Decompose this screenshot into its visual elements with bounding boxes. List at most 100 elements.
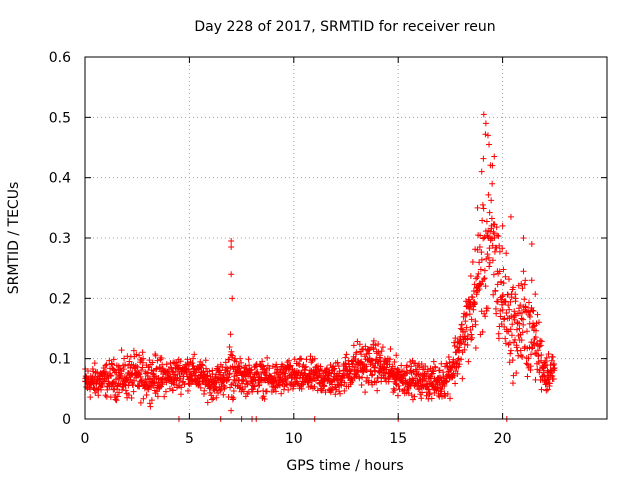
data-point xyxy=(500,266,507,273)
data-point xyxy=(480,276,487,283)
data-point xyxy=(247,373,254,380)
data-point xyxy=(467,326,474,333)
data-point xyxy=(546,380,553,387)
data-point xyxy=(368,372,375,379)
data-point xyxy=(478,249,485,256)
data-point xyxy=(232,355,239,362)
data-point xyxy=(367,358,374,365)
data-point xyxy=(264,354,271,361)
data-point xyxy=(109,361,116,368)
data-point xyxy=(197,384,204,391)
data-point xyxy=(482,131,489,138)
data-point xyxy=(484,132,491,139)
data-point xyxy=(489,162,496,169)
data-point xyxy=(416,364,423,371)
data-point xyxy=(502,273,509,280)
data-point xyxy=(395,382,402,389)
data-point xyxy=(477,232,484,239)
data-point xyxy=(520,321,527,328)
data-point xyxy=(154,357,161,364)
data-point xyxy=(328,387,335,394)
data-point xyxy=(528,304,535,311)
data-point xyxy=(122,361,129,368)
data-point xyxy=(317,363,324,370)
data-point xyxy=(493,224,500,231)
data-point xyxy=(226,344,233,351)
data-point xyxy=(294,380,301,387)
data-point xyxy=(145,376,152,383)
data-point xyxy=(237,355,244,362)
data-point xyxy=(131,377,138,384)
data-point xyxy=(177,358,184,365)
data-point xyxy=(498,279,505,286)
data-point xyxy=(409,396,416,403)
data-point xyxy=(472,246,479,253)
data-point xyxy=(525,355,532,362)
data-point xyxy=(98,386,105,393)
data-point xyxy=(528,277,535,284)
data-point xyxy=(354,338,361,345)
data-point xyxy=(224,365,231,372)
data-point xyxy=(159,381,166,388)
data-point xyxy=(226,371,233,378)
data-point xyxy=(544,386,551,393)
data-point xyxy=(303,356,310,363)
data-point xyxy=(393,352,400,359)
data-point xyxy=(479,201,486,208)
data-point xyxy=(122,387,129,394)
data-point xyxy=(474,273,481,280)
data-point xyxy=(483,256,490,263)
y-tick-label: 0.3 xyxy=(49,231,71,247)
data-point xyxy=(523,328,530,335)
data-point xyxy=(166,385,173,392)
data-point xyxy=(334,359,341,366)
data-point xyxy=(527,351,534,358)
data-point xyxy=(162,388,169,395)
data-point xyxy=(505,302,512,309)
data-point xyxy=(102,362,109,369)
data-point xyxy=(485,254,492,261)
data-point xyxy=(177,391,184,398)
data-point xyxy=(206,368,213,375)
data-point xyxy=(253,370,260,377)
data-point xyxy=(495,233,502,240)
data-point xyxy=(507,298,514,305)
data-point xyxy=(377,352,384,359)
data-point xyxy=(462,318,469,325)
data-point xyxy=(374,375,381,382)
data-point xyxy=(204,372,211,379)
data-point xyxy=(213,394,220,401)
data-point xyxy=(307,353,314,360)
data-point xyxy=(509,380,516,387)
data-point xyxy=(90,384,97,391)
data-point xyxy=(452,335,459,342)
data-point xyxy=(349,377,356,384)
data-point xyxy=(128,371,135,378)
data-point xyxy=(499,245,506,252)
data-point xyxy=(398,362,405,369)
data-point xyxy=(396,386,403,393)
data-point xyxy=(472,321,479,328)
data-point xyxy=(102,392,109,399)
data-point xyxy=(198,361,205,368)
data-point xyxy=(130,361,137,368)
data-point xyxy=(350,342,357,349)
data-point xyxy=(311,383,318,390)
data-point xyxy=(283,379,290,386)
data-point xyxy=(236,385,243,392)
data-point xyxy=(366,350,373,357)
data-point xyxy=(471,300,478,307)
data-point xyxy=(87,394,94,401)
data-point xyxy=(139,364,146,371)
data-point xyxy=(177,375,184,382)
data-point xyxy=(113,369,120,376)
data-point xyxy=(266,365,273,372)
data-point xyxy=(353,349,360,356)
data-point xyxy=(149,359,156,366)
data-point xyxy=(520,268,527,275)
data-point xyxy=(119,386,126,393)
data-point xyxy=(469,258,476,265)
data-point xyxy=(104,386,111,393)
data-point xyxy=(447,395,454,402)
data-point xyxy=(229,295,236,302)
